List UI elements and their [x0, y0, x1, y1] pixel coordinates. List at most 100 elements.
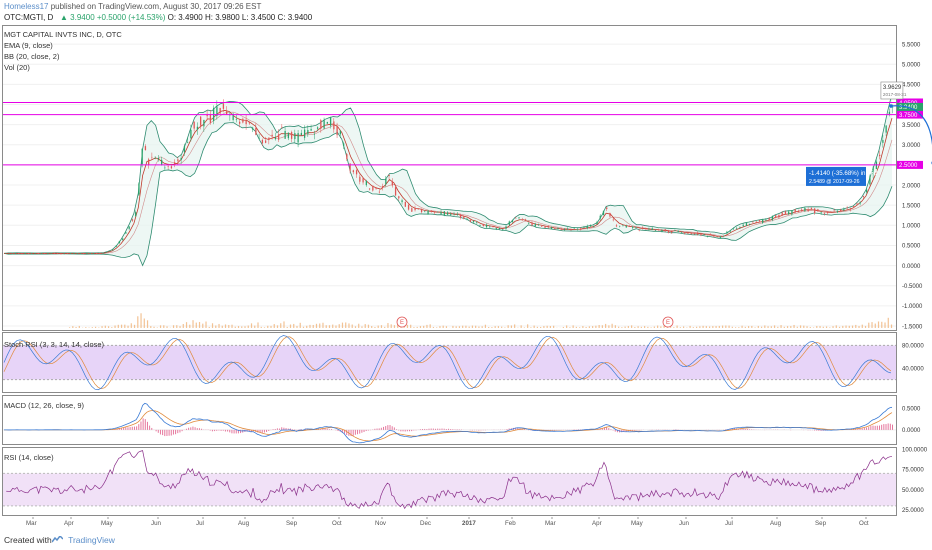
volume-bar — [374, 326, 376, 328]
volume-bar — [676, 325, 678, 328]
volume-bar — [289, 324, 292, 328]
volume-bar — [881, 321, 883, 328]
macd-histogram-bar — [144, 419, 146, 430]
candle-body — [732, 228, 735, 230]
macd-histogram-bar — [179, 429, 181, 433]
macd-histogram-bar — [517, 427, 519, 430]
volume-bar — [673, 327, 675, 328]
volume-bar — [393, 325, 396, 328]
candle-body — [333, 121, 335, 130]
candle-body — [277, 134, 280, 140]
candle-body — [622, 225, 624, 226]
brand-name[interactable]: TradingView — [68, 535, 115, 545]
volume-bar — [315, 323, 318, 328]
stoch-legend: Stoch RSI (3, 3, 14, 14, close) — [4, 340, 105, 349]
candle-body — [141, 148, 143, 165]
candle-body — [589, 224, 592, 227]
macd-histogram-bar — [227, 429, 229, 432]
macd-histogram-bar — [257, 429, 259, 433]
volume-bar — [660, 326, 662, 328]
macd-histogram-bar — [879, 425, 881, 430]
candle-body — [521, 219, 523, 221]
volume-bar — [325, 325, 327, 328]
candle-body — [323, 120, 325, 129]
candle-body — [843, 209, 845, 211]
candle-body — [775, 215, 777, 217]
candle-body — [281, 126, 283, 128]
macd-histogram-bar — [506, 429, 508, 430]
candle-body — [401, 200, 403, 203]
volume-bar — [361, 326, 363, 328]
volume-bar — [124, 324, 126, 328]
macd-histogram-bar — [281, 427, 283, 430]
candle-body — [238, 121, 241, 124]
candle-body — [424, 211, 426, 213]
volume-bar — [770, 326, 772, 328]
candle-body — [161, 159, 163, 165]
candle-body — [50, 253, 52, 254]
candle-body — [251, 127, 254, 130]
candle-body — [427, 210, 429, 215]
candle-body — [235, 119, 238, 120]
volume-bar — [458, 326, 461, 328]
x-tick-label: Aug — [238, 520, 250, 527]
candle-body — [518, 217, 520, 219]
candle-body — [105, 251, 108, 253]
macd-histogram-bar — [606, 427, 608, 430]
candle-body — [417, 208, 419, 210]
candle-body — [18, 253, 20, 254]
candle-body — [456, 214, 458, 215]
candle-body — [92, 253, 95, 255]
volume-bar — [504, 327, 506, 328]
macd-histogram-bar — [742, 428, 744, 430]
volume-bar — [718, 325, 720, 328]
volume-bar — [202, 323, 204, 328]
volume-bar — [286, 326, 288, 328]
volume-bar — [481, 326, 483, 328]
volume-bar — [179, 326, 181, 328]
author-link[interactable]: Homeless17 — [4, 2, 49, 11]
macd-histogram-bar — [367, 429, 369, 431]
volume-bar — [712, 326, 714, 328]
volume-bar — [530, 327, 532, 328]
price-tick-label: 4.5000 — [902, 83, 921, 89]
x-tick-label: Mar — [26, 520, 37, 527]
candle-body — [44, 253, 46, 254]
volume-bar — [302, 326, 305, 328]
volume-bar — [250, 323, 253, 328]
volume-bar — [497, 326, 500, 328]
macd-histogram-bar — [216, 429, 218, 431]
candle-body — [180, 157, 182, 160]
candle-body — [148, 159, 150, 165]
candle-body — [385, 178, 387, 185]
volume-bar — [829, 327, 831, 328]
macd-histogram-bar — [292, 429, 294, 430]
x-tick-label: Jul — [196, 520, 204, 527]
volume-bar — [364, 324, 366, 328]
volume-bar — [510, 325, 513, 328]
x-tick-label: Aug — [770, 520, 782, 527]
volume-bar — [728, 325, 730, 328]
candle-body — [658, 229, 660, 231]
candle-body — [368, 188, 371, 190]
macd-histogram-bar — [222, 429, 224, 431]
volume-bar — [146, 320, 149, 328]
macd-histogram-bar — [441, 428, 443, 430]
candle-body — [128, 226, 130, 229]
candle-body — [625, 225, 627, 228]
candle-body — [482, 224, 484, 227]
volume-bar — [111, 327, 113, 328]
volume-bar — [835, 325, 837, 328]
macd-histogram-bar — [129, 427, 131, 430]
macd-histogram-bar — [387, 425, 389, 430]
volume-bar — [494, 326, 496, 328]
volume-bar — [543, 326, 545, 328]
volume-bar — [299, 322, 301, 328]
volume-bar — [812, 327, 815, 328]
macd-pane[interactable] — [2, 395, 897, 445]
candle-body — [183, 146, 186, 153]
macd-histogram-bar — [181, 429, 183, 432]
volume-bar — [484, 324, 487, 328]
volume-bar — [468, 326, 470, 328]
macd-histogram-bar — [374, 428, 376, 430]
